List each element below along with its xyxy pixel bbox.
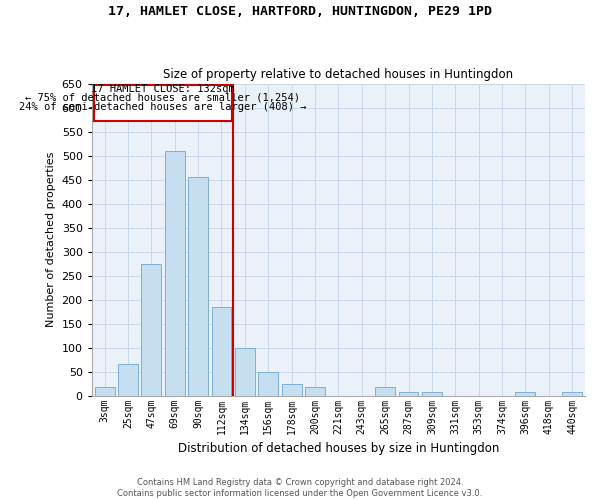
Title: Size of property relative to detached houses in Huntingdon: Size of property relative to detached ho… — [163, 68, 514, 81]
Bar — [259, 372, 278, 396]
Text: ← 75% of detached houses are smaller (1,254): ← 75% of detached houses are smaller (1,… — [25, 93, 301, 103]
Bar — [235, 348, 255, 396]
Text: Contains HM Land Registry data © Crown copyright and database right 2024.
Contai: Contains HM Land Registry data © Crown c… — [118, 478, 482, 498]
Bar — [94, 84, 232, 121]
Bar — [398, 392, 418, 396]
Bar — [212, 307, 232, 396]
Bar — [188, 177, 208, 396]
Text: 17 HAMLET CLOSE: 132sqm: 17 HAMLET CLOSE: 132sqm — [91, 84, 235, 94]
Text: 17, HAMLET CLOSE, HARTFORD, HUNTINGDON, PE29 1PD: 17, HAMLET CLOSE, HARTFORD, HUNTINGDON, … — [108, 5, 492, 18]
X-axis label: Distribution of detached houses by size in Huntingdon: Distribution of detached houses by size … — [178, 442, 499, 455]
Bar — [305, 387, 325, 396]
Bar — [95, 387, 115, 396]
Y-axis label: Number of detached properties: Number of detached properties — [46, 152, 56, 328]
Bar — [375, 387, 395, 396]
Text: 24% of semi-detached houses are larger (408) →: 24% of semi-detached houses are larger (… — [19, 102, 307, 112]
Bar — [165, 151, 185, 396]
Bar — [562, 392, 582, 396]
Bar — [142, 264, 161, 396]
Bar — [422, 392, 442, 396]
Bar — [515, 392, 535, 396]
Bar — [118, 364, 138, 396]
Bar — [281, 384, 302, 396]
